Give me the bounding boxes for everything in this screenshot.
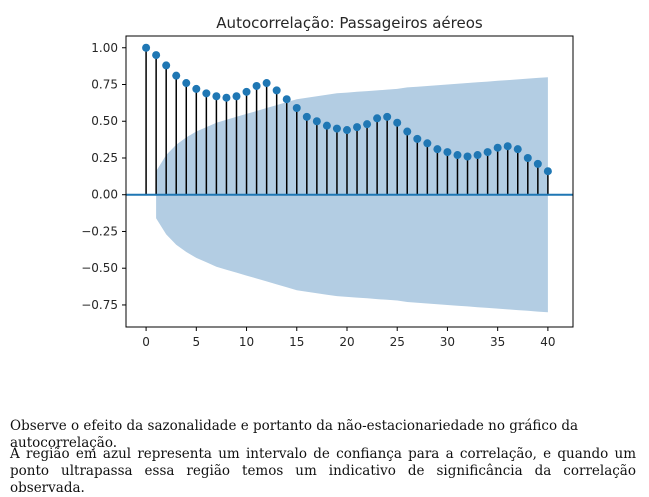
plot-frame	[125, 35, 574, 328]
x-tick-label: 40	[540, 335, 555, 349]
note-paragraph-1: Observe o efeito da sazonalidade e porta…	[10, 418, 579, 451]
acf-point	[322, 121, 331, 130]
acf-point	[162, 61, 171, 70]
x-tick-label: 35	[490, 335, 505, 349]
acf-point	[172, 71, 181, 80]
acf-point	[192, 84, 201, 93]
note-paragraph-2: A região em azul representa um intervalo…	[10, 446, 636, 496]
acf-point	[363, 120, 372, 129]
acf-point	[232, 92, 241, 101]
acf-point	[403, 127, 412, 136]
acf-point	[262, 79, 271, 88]
acf-point	[332, 124, 341, 133]
stem-layer	[126, 43, 573, 196]
x-tick-label: 20	[339, 335, 354, 349]
acf-point	[383, 112, 392, 121]
x-tick-label: 25	[390, 335, 405, 349]
acf-point	[182, 79, 191, 88]
acf-point	[202, 89, 211, 98]
acf-point	[483, 148, 492, 157]
y-tick-label: 0.25	[91, 151, 118, 165]
acf-point	[242, 87, 251, 96]
y-tick-label: −0.75	[81, 298, 118, 312]
x-tick-label: 15	[289, 335, 304, 349]
acf-point	[222, 93, 231, 102]
acf-point	[543, 167, 552, 176]
acf-point	[443, 148, 452, 157]
acf-point	[513, 145, 522, 154]
acf-point	[353, 123, 362, 132]
x-tick-label: 10	[239, 335, 254, 349]
x-tick-label: 5	[192, 335, 200, 349]
acf-point	[272, 86, 281, 95]
acf-point	[423, 139, 432, 148]
acf-point	[463, 152, 472, 161]
x-tick-label: 30	[440, 335, 455, 349]
axes-layer: 0 5 10 15 20 25 30 35 40 1.00 0.75 0.50 0.25 0.00 −0.2…	[81, 35, 574, 349]
acf-point	[373, 114, 382, 123]
acf-point	[312, 117, 321, 126]
y-tick-label: 0.75	[91, 78, 118, 92]
y-tick-label: −0.25	[81, 224, 118, 238]
acf-point	[282, 95, 291, 104]
acf-point	[533, 159, 542, 168]
acf-point	[433, 145, 442, 154]
acf-point	[152, 51, 161, 60]
acf-point	[342, 126, 351, 135]
acf-point	[413, 134, 422, 143]
acf-point	[252, 81, 261, 90]
acf-point	[302, 112, 311, 121]
acf-point	[473, 151, 482, 160]
y-tick-label: 0.00	[91, 188, 118, 202]
y-tick-label: 1.00	[91, 41, 118, 55]
chart-title: Autocorrelação: Passageiros aéreos	[216, 14, 483, 32]
acf-point	[523, 153, 532, 162]
acf-point	[212, 92, 221, 101]
y-tick-label: −0.50	[81, 261, 118, 275]
acf-point	[393, 118, 402, 127]
acf-point	[142, 43, 151, 52]
x-tick-label: 0	[142, 335, 150, 349]
acf-chart: Autocorrelação: Passageiros aéreos 0 5 10 1…	[81, 14, 574, 349]
acf-point	[503, 142, 512, 151]
acf-point	[453, 151, 462, 160]
acf-point	[292, 104, 301, 113]
y-tick-label: 0.50	[91, 114, 118, 128]
acf-point	[493, 143, 502, 152]
